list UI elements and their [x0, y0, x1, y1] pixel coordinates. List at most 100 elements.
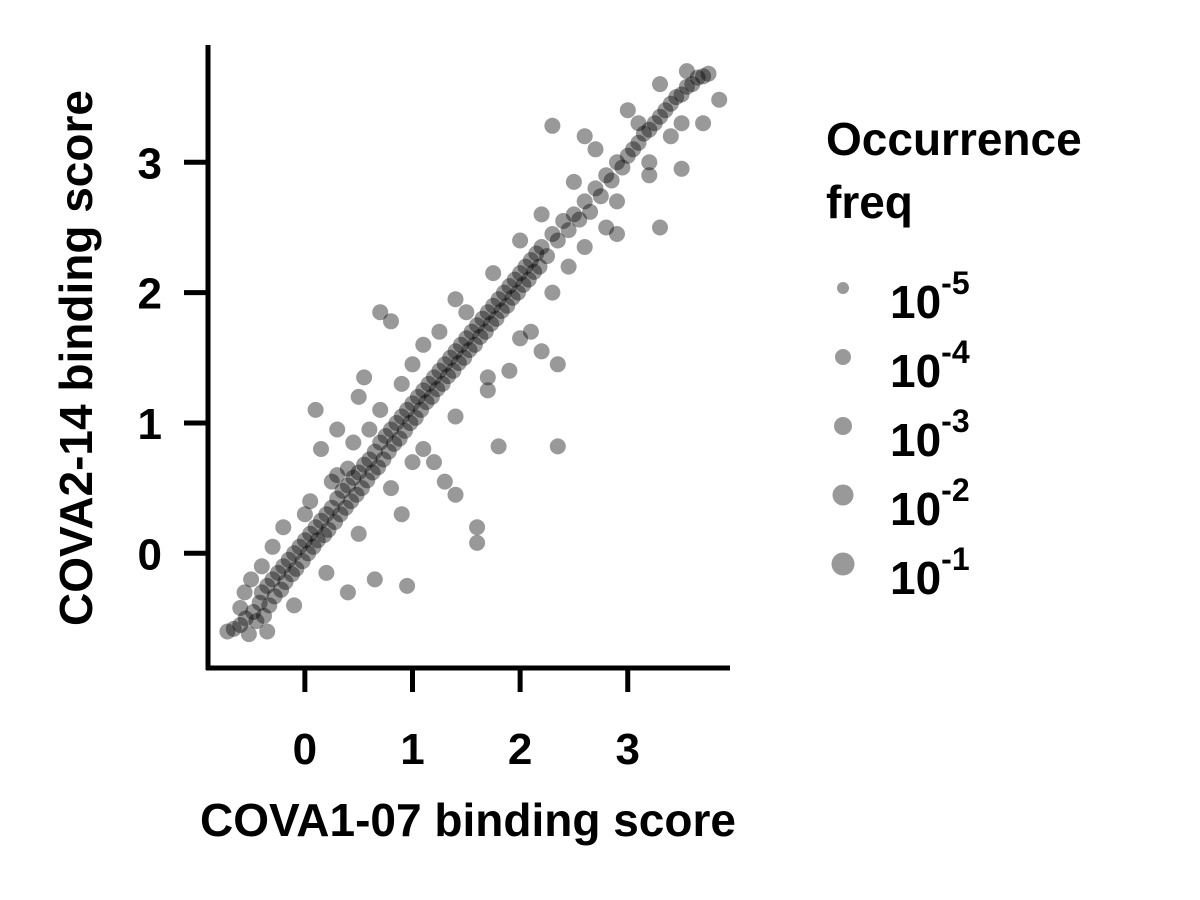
data-point [261, 597, 278, 614]
data-point [614, 159, 631, 176]
data-point [270, 564, 286, 581]
data-point [501, 278, 518, 295]
data-point [383, 313, 399, 330]
data-point [364, 464, 381, 481]
data-point [695, 115, 712, 132]
data-point [496, 284, 512, 301]
data-point [286, 545, 303, 562]
data-point [539, 248, 555, 265]
data-point [259, 623, 276, 640]
data-point [619, 147, 636, 164]
data-point [415, 382, 432, 399]
data-point [522, 323, 539, 340]
data-point [409, 388, 426, 405]
data-point [504, 289, 521, 306]
data-point [393, 408, 410, 425]
data-point [294, 553, 311, 570]
data-point [479, 382, 496, 399]
data-point [256, 607, 272, 624]
data-point [264, 571, 281, 588]
data-point [479, 369, 496, 386]
data-point [689, 69, 706, 86]
data-point [531, 258, 548, 275]
data-point [393, 375, 410, 392]
data-point [490, 438, 507, 455]
legend-label: 10-3 [890, 403, 970, 466]
data-point [485, 265, 502, 282]
data-point [641, 154, 658, 171]
data-point [232, 600, 249, 616]
data-point [284, 566, 300, 583]
data-point [452, 336, 469, 353]
data-point [225, 620, 242, 637]
data-point [485, 297, 502, 314]
data-point [356, 369, 373, 386]
data-point [533, 206, 550, 223]
data-point [474, 310, 491, 327]
data-point [370, 459, 387, 476]
data-point [264, 538, 281, 555]
data-point [673, 86, 690, 103]
data-point [300, 545, 317, 562]
legend-label: 10-5 [890, 265, 970, 328]
data-point [320, 521, 337, 538]
data-point [404, 356, 421, 373]
data-point [609, 226, 625, 242]
legend-label: 10-1 [890, 541, 970, 604]
data-point [469, 519, 486, 536]
data-point [407, 409, 424, 426]
data-point [391, 430, 408, 447]
data-point [296, 506, 313, 523]
data-point [236, 584, 253, 601]
data-point [275, 519, 292, 536]
data-point [635, 125, 652, 142]
data-point [609, 193, 625, 210]
data-point [619, 102, 636, 119]
y-ticks: 0 1 2 3 [138, 139, 208, 579]
data-point [506, 271, 523, 288]
data-point [641, 121, 658, 138]
data-point [512, 232, 529, 249]
data-point [571, 211, 588, 228]
data-point [587, 180, 604, 197]
data-point [447, 343, 464, 360]
data-point [469, 534, 486, 551]
data-point [305, 538, 322, 555]
data-point [678, 78, 695, 95]
data-point [388, 415, 405, 431]
data-point [576, 193, 593, 210]
data-point [450, 355, 467, 371]
data-point [339, 584, 356, 601]
data-point [366, 571, 383, 588]
data-point [560, 222, 577, 239]
points-layer [219, 63, 728, 643]
data-point [329, 467, 346, 484]
data-point [528, 245, 545, 262]
data-point [232, 617, 249, 633]
data-point [343, 493, 360, 510]
data-point [652, 108, 668, 125]
data-point [555, 213, 572, 229]
y-tick-label: 2 [138, 270, 162, 319]
data-point [684, 76, 701, 93]
legend-title-line-2: freq [826, 176, 913, 228]
data-point [549, 438, 566, 455]
data-point [318, 564, 335, 581]
data-point [549, 232, 566, 249]
data-point [447, 408, 464, 425]
data-point [456, 349, 473, 366]
data-point [662, 128, 679, 145]
x-axis-title: COVA1-07 binding score [200, 794, 736, 846]
data-point [434, 375, 451, 392]
data-point [327, 514, 343, 530]
data-point [415, 441, 432, 457]
legend-label: 10-2 [890, 472, 970, 535]
data-point [323, 473, 340, 490]
data-point [375, 451, 392, 468]
data-point [463, 323, 480, 340]
y-tick-label: 3 [138, 139, 162, 188]
data-point [533, 343, 550, 360]
legend-marker [831, 552, 855, 576]
data-point [243, 571, 260, 588]
data-point [361, 421, 378, 438]
